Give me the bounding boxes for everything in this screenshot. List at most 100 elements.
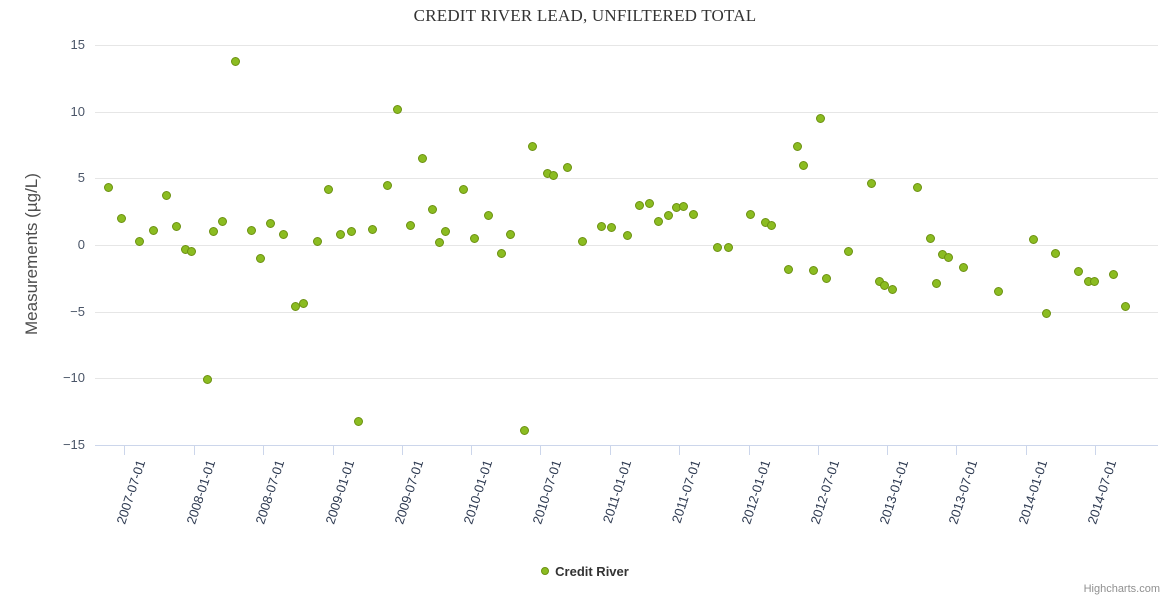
scatter-point[interactable]: [548, 171, 558, 181]
scatter-point[interactable]: [427, 204, 437, 214]
x-axis-tick-mark: [401, 445, 403, 455]
scatter-point[interactable]: [217, 216, 227, 226]
scatter-point[interactable]: [435, 237, 445, 247]
x-axis-tick-label: 2013-07-01: [945, 458, 981, 526]
scatter-point[interactable]: [527, 141, 537, 151]
scatter-point[interactable]: [783, 264, 793, 274]
scatter-point[interactable]: [458, 184, 468, 194]
scatter-point[interactable]: [808, 265, 818, 275]
scatter-point[interactable]: [958, 263, 968, 273]
scatter-point[interactable]: [256, 253, 266, 263]
legend-item-credit-river[interactable]: Credit River: [541, 563, 629, 579]
scatter-point[interactable]: [1051, 248, 1061, 258]
y-axis-tick-label: −15: [62, 437, 85, 452]
y-axis-tick-label: 10: [70, 103, 85, 119]
scatter-point[interactable]: [562, 163, 572, 173]
scatter-point[interactable]: [134, 236, 144, 246]
x-axis-tick-label: 2009-01-01: [322, 458, 358, 526]
plot-area: [95, 45, 1158, 455]
scatter-point[interactable]: [926, 233, 936, 243]
scatter-point[interactable]: [799, 160, 809, 170]
scatter-point[interactable]: [202, 375, 212, 385]
scatter-point[interactable]: [323, 184, 333, 194]
scatter-point[interactable]: [148, 225, 158, 235]
scatter-point[interactable]: [484, 211, 494, 221]
scatter-point[interactable]: [793, 141, 803, 151]
x-axis-tick-label: 2013-01-01: [876, 458, 912, 526]
scatter-point[interactable]: [441, 227, 451, 237]
scatter-point[interactable]: [644, 199, 654, 209]
scatter-point[interactable]: [265, 219, 275, 229]
scatter-point[interactable]: [1042, 308, 1052, 318]
x-axis-tick-mark: [956, 445, 958, 455]
x-axis-tick-label: 2008-01-01: [183, 458, 219, 526]
y-gridline: [95, 378, 1158, 380]
scatter-point[interactable]: [866, 179, 876, 189]
scatter-point[interactable]: [418, 153, 427, 163]
highcharts-credits[interactable]: Highcharts.com: [1083, 583, 1160, 595]
scatter-point[interactable]: [298, 299, 308, 309]
x-axis-tick-mark: [332, 445, 334, 455]
scatter-point[interactable]: [496, 248, 506, 258]
scatter-point[interactable]: [347, 227, 357, 237]
scatter-point[interactable]: [607, 223, 616, 233]
scatter-point[interactable]: [745, 209, 755, 219]
scatter-point[interactable]: [279, 229, 289, 239]
scatter-point[interactable]: [1120, 301, 1130, 311]
scatter-point[interactable]: [622, 231, 632, 241]
scatter-point[interactable]: [664, 211, 674, 221]
scatter-point[interactable]: [912, 183, 922, 193]
x-axis-tick-mark: [263, 445, 265, 455]
scatter-point[interactable]: [843, 247, 853, 257]
scatter-point[interactable]: [392, 104, 402, 114]
scatter-point[interactable]: [654, 216, 664, 226]
scatter-point[interactable]: [383, 180, 393, 190]
scatter-point[interactable]: [635, 200, 645, 210]
scatter-point[interactable]: [766, 220, 776, 230]
scatter-point[interactable]: [1074, 267, 1084, 277]
scatter-point[interactable]: [993, 287, 1003, 297]
scatter-point[interactable]: [943, 252, 953, 262]
scatter-point[interactable]: [931, 279, 941, 289]
scatter-point[interactable]: [103, 183, 113, 193]
chart-legend: Credit River: [0, 563, 1170, 579]
x-axis-tick-label: 2011-07-01: [668, 458, 703, 525]
scatter-point[interactable]: [689, 209, 699, 219]
scatter-point[interactable]: [712, 243, 722, 253]
scatter-point[interactable]: [208, 227, 218, 237]
y-axis-tick-label: 5: [77, 170, 85, 186]
scatter-point[interactable]: [1109, 269, 1119, 279]
x-axis-tick-mark: [1025, 445, 1027, 455]
scatter-point[interactable]: [354, 416, 364, 426]
scatter-point[interactable]: [1090, 276, 1100, 286]
scatter-point[interactable]: [577, 236, 587, 246]
x-axis-tick-label: 2010-01-01: [460, 458, 496, 526]
scatter-point[interactable]: [161, 191, 171, 201]
scatter-point[interactable]: [597, 221, 607, 231]
x-axis-tick-label: 2007-07-01: [113, 458, 149, 526]
scatter-point[interactable]: [519, 425, 529, 435]
scatter-point[interactable]: [367, 224, 377, 234]
x-axis-tick-mark: [609, 445, 611, 455]
scatter-point[interactable]: [312, 236, 322, 246]
scatter-point[interactable]: [1028, 235, 1038, 245]
x-axis-tick-mark: [817, 445, 819, 455]
scatter-point[interactable]: [822, 273, 832, 283]
scatter-point[interactable]: [679, 201, 689, 211]
scatter-point[interactable]: [247, 225, 257, 235]
scatter-point[interactable]: [888, 284, 898, 294]
scatter-point[interactable]: [406, 220, 416, 230]
scatter-point[interactable]: [117, 213, 127, 223]
scatter-point[interactable]: [506, 229, 516, 239]
scatter-point[interactable]: [186, 247, 196, 257]
x-axis-tick-mark: [124, 445, 126, 455]
y-gridline: [95, 111, 1158, 113]
scatter-point[interactable]: [816, 113, 826, 123]
scatter-point[interactable]: [470, 233, 480, 243]
x-axis-tick-mark: [194, 445, 196, 455]
scatter-point[interactable]: [724, 243, 734, 253]
scatter-point[interactable]: [171, 221, 181, 231]
scatter-point[interactable]: [335, 229, 345, 239]
scatter-point[interactable]: [231, 56, 241, 66]
